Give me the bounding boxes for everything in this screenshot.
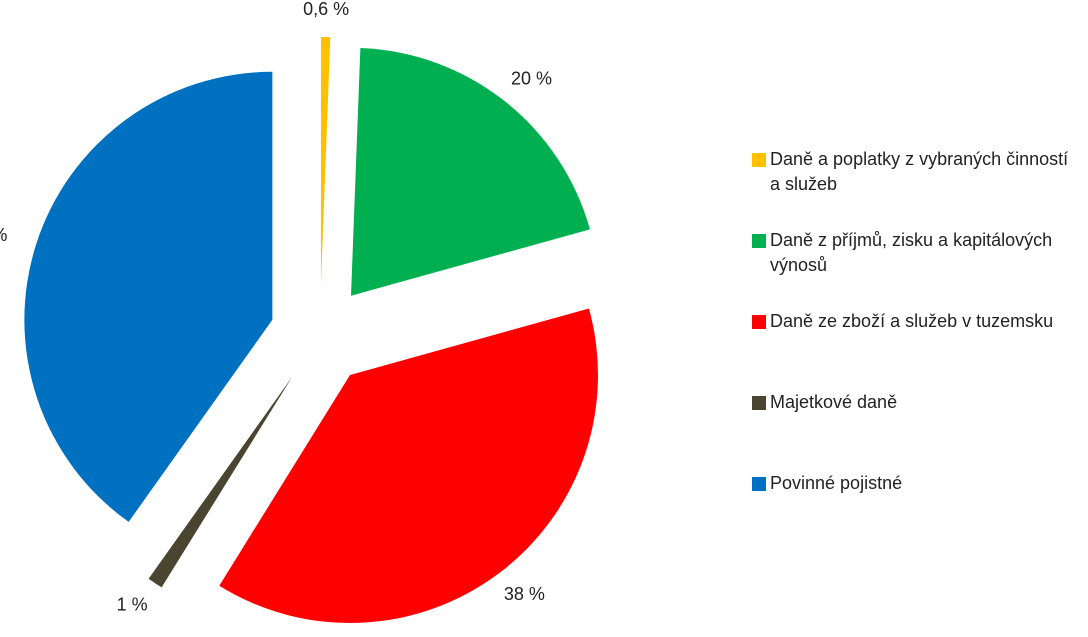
legend-label: Majetkové daně [770,392,898,412]
legend-item: Daně a poplatky z vybraných činností a s… [752,147,1082,197]
pie-slice [320,37,331,286]
data-label: 38 % [504,584,545,604]
legend-item: Majetkové daně [752,390,1082,415]
data-label: 20 % [511,69,552,89]
pie-slice [219,308,598,624]
legend-label: Daně a poplatky z vybraných činností a s… [770,149,1069,194]
legend-swatch [752,153,766,167]
data-label: 1 % [117,594,148,614]
legend-swatch [752,396,766,410]
pie-slice [350,47,590,296]
legend-swatch [752,234,766,248]
legend-item: Daně ze zboží a služeb v tuzemsku [752,309,1082,334]
legend-item: Povinné pojistné [752,471,1082,496]
data-label: 40 % [0,225,7,245]
legend-label: Daně z příjmů, zisku a kapitálových výno… [770,230,1053,275]
legend-label: Povinné pojistné [770,473,903,493]
legend-item: Daně z příjmů, zisku a kapitálových výno… [752,228,1082,278]
legend-swatch [752,315,766,329]
legend-swatch [752,477,766,491]
pie-slice [148,376,293,588]
data-label: 0,6 % [303,0,349,19]
pie-slice [24,71,273,522]
legend-label: Daně ze zboží a služeb v tuzemsku [770,311,1054,331]
